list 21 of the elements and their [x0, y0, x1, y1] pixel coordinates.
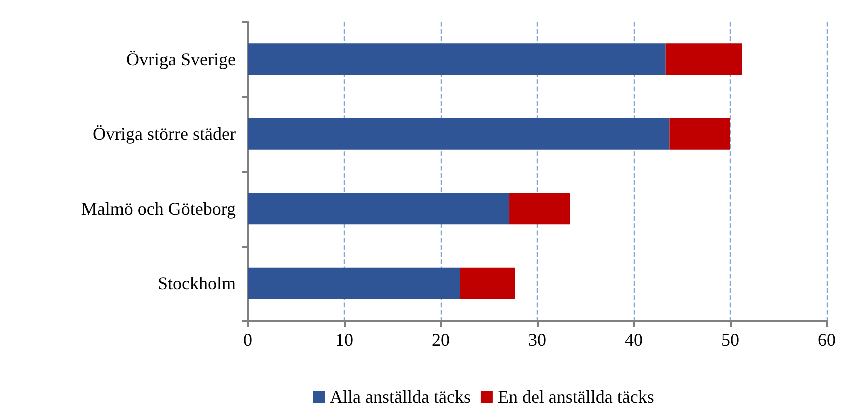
x-tick-label: 10: [336, 330, 354, 350]
bar: [248, 118, 670, 150]
x-tick-label: 60: [818, 330, 836, 350]
x-tick-label: 50: [722, 330, 740, 350]
bar: [248, 193, 510, 225]
x-tick-label: 20: [432, 330, 450, 350]
legend-label: Alla anställda täcks: [330, 387, 471, 407]
bar: [248, 268, 460, 300]
bar: [248, 44, 666, 76]
x-tick-label: 40: [625, 330, 643, 350]
x-tick-label: 0: [244, 330, 252, 350]
y-tick-label: Övriga större städer: [93, 124, 236, 144]
y-tick-label: Övriga Sverige: [126, 49, 236, 70]
x-tick-label: 30: [528, 330, 546, 350]
bar: [666, 44, 742, 76]
bar: [670, 118, 730, 150]
y-tick-label: Malmö och Göteborg: [81, 198, 236, 219]
legend-label: En del anställda täcks: [498, 387, 654, 407]
bar: [510, 193, 570, 225]
bar: [460, 268, 516, 300]
y-tick-label: Stockholm: [158, 274, 236, 294]
